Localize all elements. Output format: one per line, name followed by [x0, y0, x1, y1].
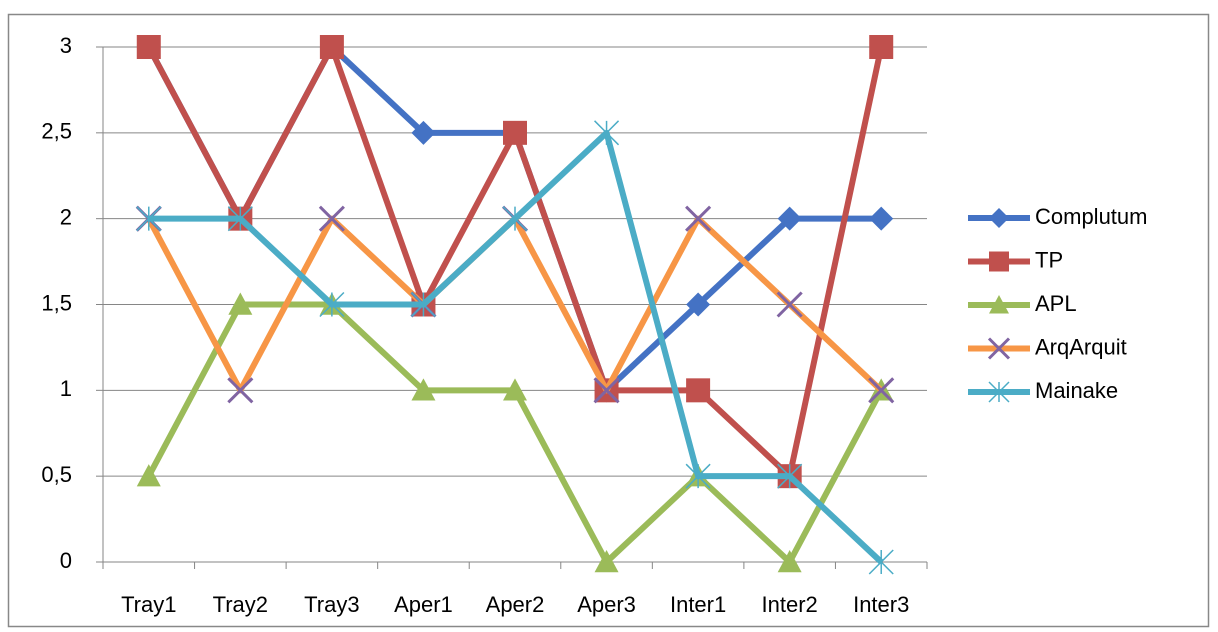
point: [686, 378, 711, 403]
point: [593, 377, 620, 404]
y-tick-label: 3: [60, 33, 72, 58]
legend-marker: [988, 381, 1010, 403]
point: [868, 549, 894, 575]
x-tick-label: Aper2: [486, 592, 545, 617]
x-tick-label: Tray3: [304, 592, 359, 617]
point: [411, 378, 436, 401]
point: [685, 205, 712, 232]
y-tick-label: 1: [60, 376, 72, 401]
point: [777, 550, 802, 573]
point: [136, 35, 161, 59]
legend-marker: [989, 208, 1009, 228]
y-tick-label: 1,5: [41, 290, 72, 315]
legend-label: APL: [1035, 291, 1077, 316]
legend-marker: [989, 295, 1009, 314]
point: [136, 464, 161, 487]
y-tick-label: 2: [60, 204, 72, 229]
legend-marker: [987, 337, 1011, 360]
legend-label: ArqArquit: [1035, 334, 1127, 359]
chart-border: [7, 13, 1210, 628]
point: [502, 206, 528, 232]
y-tick-label: 2,5: [41, 119, 72, 144]
point: [685, 463, 711, 489]
x-tick-label: Inter2: [762, 592, 818, 617]
point: [594, 550, 619, 573]
point: [319, 35, 344, 59]
point: [686, 292, 711, 317]
legend-label: Complutum: [1035, 204, 1147, 229]
y-tick-label: 0,5: [41, 462, 72, 487]
x-tick-label: Inter3: [853, 592, 909, 617]
point: [869, 35, 894, 59]
x-tick-label: Tray1: [121, 592, 176, 617]
point: [777, 206, 802, 231]
point: [868, 377, 895, 404]
point: [776, 291, 803, 318]
x-tick-label: Aper3: [577, 592, 636, 617]
x-tick-label: Aper1: [394, 592, 453, 617]
point: [503, 378, 527, 401]
point: [318, 205, 345, 232]
point: [227, 377, 254, 404]
point: [410, 291, 436, 318]
point: [594, 120, 620, 146]
point: [227, 206, 253, 232]
point: [869, 206, 894, 231]
legend-label: TP: [1035, 247, 1063, 272]
point: [319, 291, 345, 318]
point: [136, 206, 162, 232]
point: [777, 463, 803, 489]
legend-label: Mainake: [1035, 378, 1118, 403]
point: [228, 292, 253, 315]
point: [503, 120, 527, 145]
x-tick-label: Tray2: [213, 592, 268, 617]
y-tick-label: 0: [60, 548, 72, 573]
x-tick-label: Inter1: [670, 592, 726, 617]
point: [411, 120, 436, 145]
legend-marker: [989, 251, 1009, 272]
